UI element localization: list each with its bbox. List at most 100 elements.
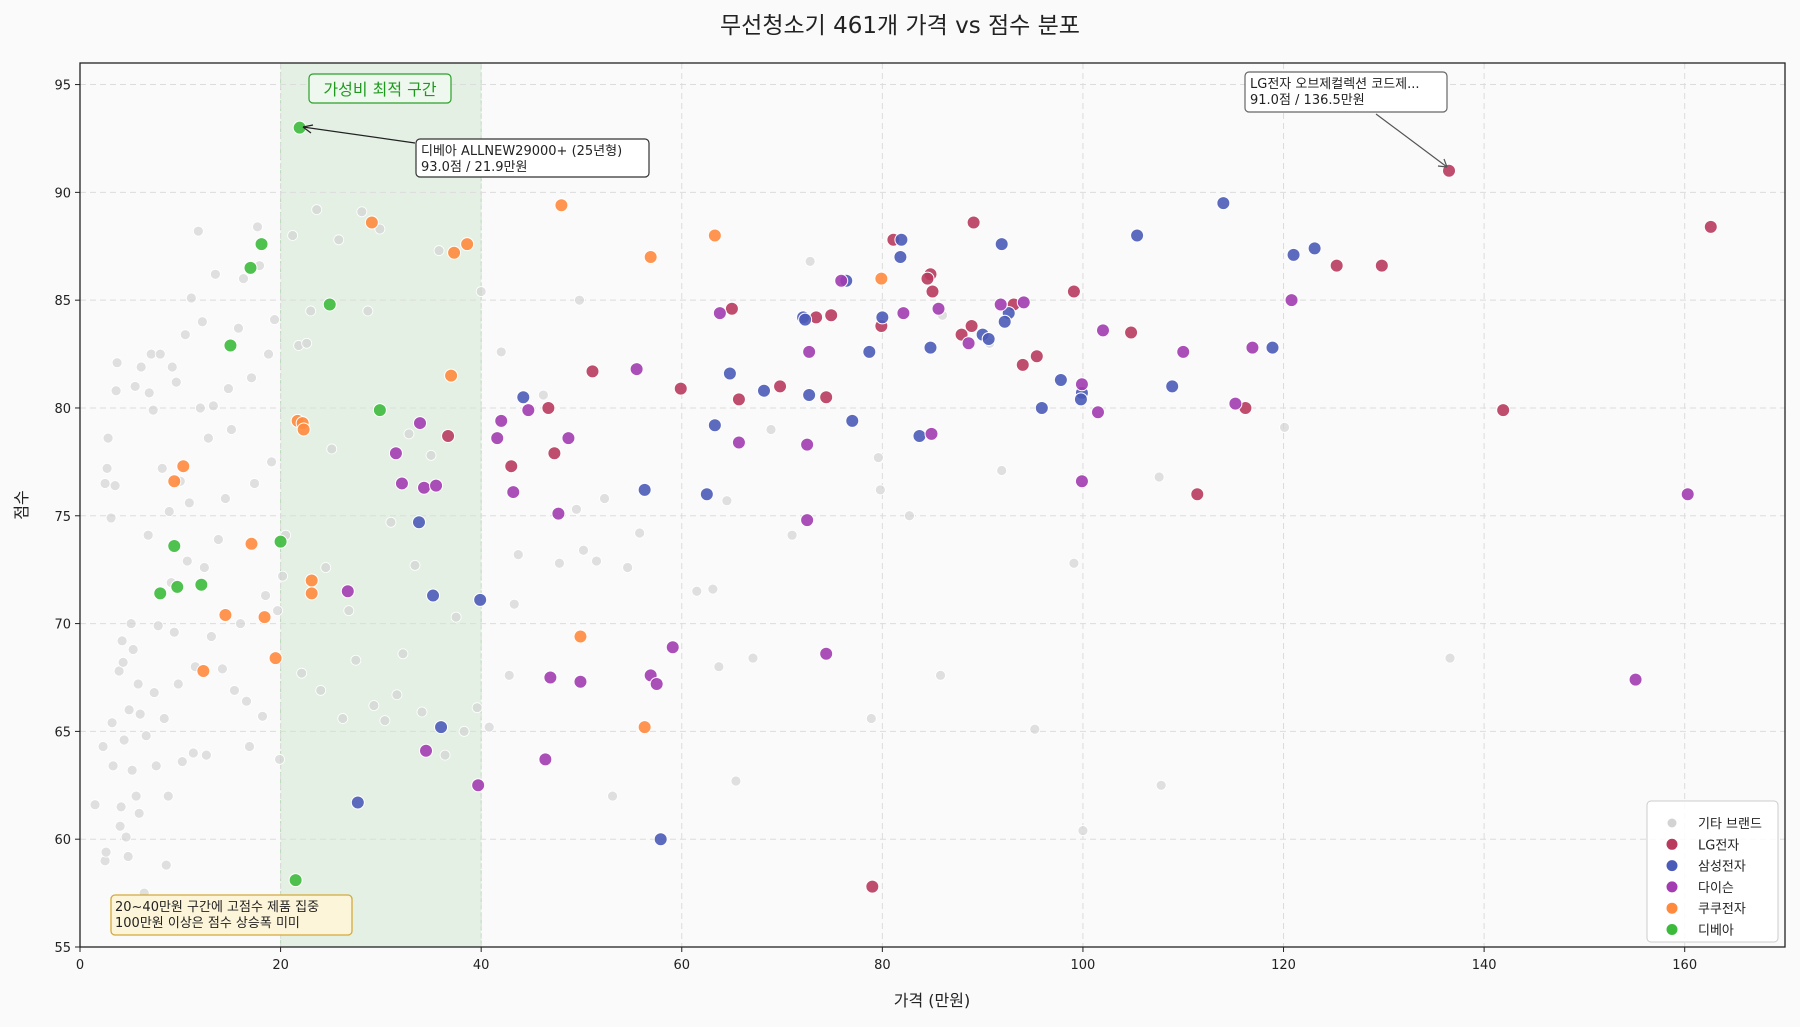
data-point bbox=[229, 685, 240, 696]
data-point bbox=[649, 676, 664, 691]
data-point bbox=[786, 529, 798, 541]
data-point bbox=[220, 493, 231, 504]
data-point bbox=[1216, 196, 1231, 211]
legend-label: 기타 브랜드 bbox=[1698, 817, 1762, 832]
data-point bbox=[471, 702, 483, 714]
data-point bbox=[99, 478, 111, 489]
series-1 bbox=[441, 163, 1718, 894]
data-point bbox=[765, 424, 777, 435]
data-point bbox=[731, 392, 746, 407]
data-point bbox=[551, 506, 566, 521]
data-point bbox=[196, 316, 208, 328]
data-point bbox=[333, 234, 345, 246]
data-point bbox=[824, 308, 839, 323]
data-point bbox=[673, 381, 688, 396]
data-point bbox=[97, 741, 109, 752]
data-point bbox=[1628, 672, 1643, 687]
data-point bbox=[441, 429, 456, 444]
data-point bbox=[244, 536, 259, 551]
data-point bbox=[223, 383, 234, 394]
data-point bbox=[1176, 344, 1191, 359]
axis-ticks: 0 20 40 60 80 100 120 140 160 55 60 65 70 75 80 85 90 95 bbox=[54, 79, 1697, 973]
data-point bbox=[89, 799, 101, 811]
data-point bbox=[209, 268, 221, 280]
data-point bbox=[111, 357, 123, 369]
data-point bbox=[114, 820, 126, 832]
x-tick-label: 60 bbox=[673, 958, 690, 973]
data-point bbox=[460, 237, 475, 252]
data-point bbox=[997, 314, 1012, 329]
data-point bbox=[217, 663, 228, 675]
data-point bbox=[142, 529, 154, 541]
data-point bbox=[110, 385, 122, 397]
data-point bbox=[163, 506, 175, 517]
data-point bbox=[912, 429, 927, 444]
data-point bbox=[135, 361, 147, 373]
x-tick-label: 160 bbox=[1672, 958, 1697, 973]
data-point bbox=[1074, 377, 1089, 392]
x-axis-label: 가격 (만원) bbox=[894, 991, 970, 1010]
note-line-1: 20~40만원 구간에 고점수 제품 집중 bbox=[115, 900, 319, 915]
data-point bbox=[1442, 163, 1457, 178]
data-point bbox=[168, 626, 180, 638]
data-point bbox=[444, 368, 459, 383]
data-point bbox=[1073, 392, 1088, 407]
data-point bbox=[433, 245, 445, 256]
data-point bbox=[126, 764, 138, 776]
annotation-line-1: LG전자 오브제컬렉션 코드제... bbox=[1250, 77, 1420, 92]
data-point bbox=[167, 538, 182, 553]
data-point bbox=[388, 446, 403, 461]
data-point bbox=[266, 456, 277, 468]
data-point bbox=[170, 376, 182, 388]
series-4 bbox=[167, 198, 889, 735]
data-point bbox=[288, 873, 303, 888]
data-point bbox=[896, 306, 911, 321]
data-point bbox=[1077, 825, 1089, 836]
data-point bbox=[350, 795, 365, 810]
data-point bbox=[622, 562, 634, 573]
data-point bbox=[238, 273, 249, 285]
legend-marker bbox=[1665, 880, 1679, 894]
data-point bbox=[521, 403, 536, 418]
data-point bbox=[274, 754, 285, 765]
data-point bbox=[874, 484, 886, 496]
data-point bbox=[699, 487, 714, 502]
data-point bbox=[874, 271, 889, 286]
data-point bbox=[543, 670, 558, 685]
series-5 bbox=[153, 120, 387, 888]
data-point bbox=[964, 319, 979, 334]
data-point bbox=[147, 404, 159, 416]
data-point bbox=[127, 644, 139, 655]
data-point bbox=[904, 510, 915, 522]
data-point bbox=[106, 717, 118, 729]
data-point bbox=[591, 555, 602, 567]
data-point bbox=[537, 389, 549, 401]
data-point bbox=[722, 366, 737, 381]
data-point bbox=[691, 585, 703, 597]
data-point bbox=[643, 250, 658, 265]
data-point bbox=[176, 459, 191, 474]
y-tick-label: 95 bbox=[54, 79, 71, 94]
data-point bbox=[122, 851, 134, 862]
data-point bbox=[153, 586, 168, 601]
series-3 bbox=[340, 273, 1695, 793]
data-point bbox=[1029, 723, 1041, 735]
x-tick-label: 120 bbox=[1271, 958, 1296, 973]
data-point bbox=[130, 790, 142, 802]
y-tick-label: 80 bbox=[54, 402, 71, 417]
data-point bbox=[412, 416, 427, 431]
plot-frame bbox=[79, 62, 1786, 948]
data-point bbox=[571, 503, 582, 515]
data-point bbox=[757, 383, 772, 398]
data-point bbox=[244, 741, 255, 752]
data-point bbox=[506, 485, 521, 500]
data-point bbox=[1228, 396, 1243, 411]
data-point bbox=[802, 388, 817, 403]
legend-marker bbox=[1666, 817, 1678, 829]
data-point bbox=[207, 400, 219, 412]
data-point bbox=[150, 760, 162, 772]
data-point bbox=[931, 301, 946, 316]
data-point bbox=[269, 314, 280, 325]
